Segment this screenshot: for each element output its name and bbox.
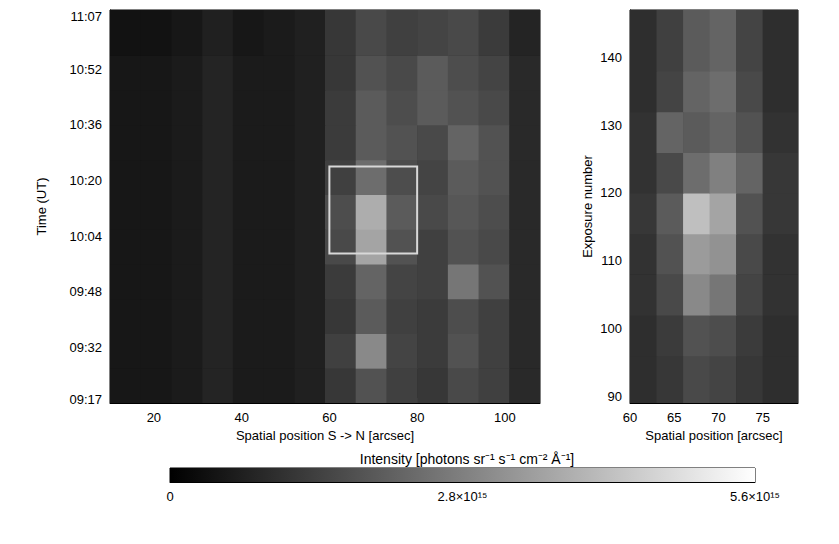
svg-text:09:17: 09:17 xyxy=(69,392,102,407)
svg-text:Exposure number: Exposure number xyxy=(580,155,595,258)
svg-text:09:48: 09:48 xyxy=(69,284,102,299)
svg-text:0: 0 xyxy=(166,489,173,504)
svg-text:130: 130 xyxy=(600,118,622,133)
svg-text:100: 100 xyxy=(600,321,622,336)
svg-text:10:04: 10:04 xyxy=(69,229,102,244)
svg-text:2.8×10¹⁵: 2.8×10¹⁵ xyxy=(438,489,488,504)
svg-text:60: 60 xyxy=(322,410,336,425)
svg-text:70: 70 xyxy=(711,410,725,425)
svg-text:90: 90 xyxy=(608,389,622,404)
svg-text:09:32: 09:32 xyxy=(69,340,102,355)
svg-text:75: 75 xyxy=(755,410,769,425)
svg-text:140: 140 xyxy=(600,50,622,65)
svg-text:11:07: 11:07 xyxy=(70,9,102,24)
svg-text:Spatial position [arcsec]: Spatial position [arcsec] xyxy=(645,428,782,443)
svg-text:120: 120 xyxy=(600,185,622,200)
svg-text:100: 100 xyxy=(494,410,516,425)
svg-text:5.6×10¹⁵: 5.6×10¹⁵ xyxy=(730,489,780,504)
svg-text:110: 110 xyxy=(601,253,622,268)
svg-text:Time (UT): Time (UT) xyxy=(34,177,49,235)
svg-text:60: 60 xyxy=(623,410,637,425)
svg-text:10:52: 10:52 xyxy=(69,62,102,77)
svg-text:10:36: 10:36 xyxy=(69,117,102,132)
svg-text:80: 80 xyxy=(410,410,424,425)
svg-text:65: 65 xyxy=(667,410,681,425)
svg-text:10:20: 10:20 xyxy=(69,173,102,188)
svg-text:40: 40 xyxy=(234,410,248,425)
svg-text:20: 20 xyxy=(147,410,161,425)
svg-text:Intensity [photons sr⁻¹ s⁻¹ cm: Intensity [photons sr⁻¹ s⁻¹ cm⁻² Å⁻¹] xyxy=(360,451,575,467)
svg-text:Spatial position S -> N [arcse: Spatial position S -> N [arcsec] xyxy=(236,428,414,443)
